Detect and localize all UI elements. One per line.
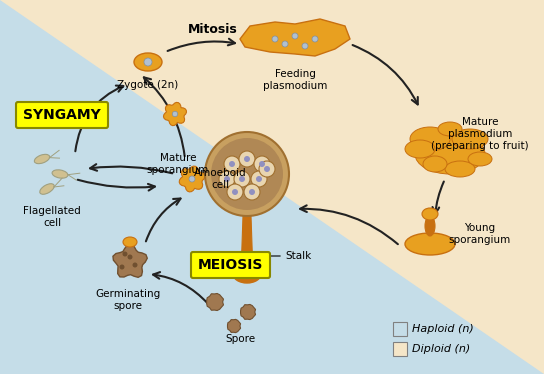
- Circle shape: [264, 166, 270, 172]
- Circle shape: [254, 156, 270, 172]
- Ellipse shape: [34, 154, 50, 164]
- Circle shape: [127, 254, 133, 260]
- FancyArrowPatch shape: [300, 205, 398, 244]
- Circle shape: [219, 171, 235, 187]
- Circle shape: [259, 161, 275, 177]
- Ellipse shape: [445, 161, 475, 177]
- Circle shape: [227, 184, 243, 200]
- FancyArrowPatch shape: [353, 45, 418, 104]
- Ellipse shape: [233, 265, 261, 283]
- Text: Mitosis: Mitosis: [188, 22, 238, 36]
- Polygon shape: [241, 216, 253, 274]
- FancyArrowPatch shape: [90, 164, 172, 173]
- Text: Spore: Spore: [225, 334, 255, 344]
- FancyArrowPatch shape: [153, 272, 208, 304]
- Circle shape: [251, 171, 267, 187]
- Circle shape: [272, 36, 278, 42]
- Ellipse shape: [123, 237, 137, 247]
- Polygon shape: [207, 294, 224, 310]
- Polygon shape: [240, 19, 350, 56]
- Circle shape: [312, 36, 318, 42]
- Circle shape: [302, 43, 308, 49]
- Circle shape: [249, 189, 255, 195]
- Polygon shape: [164, 102, 187, 126]
- Circle shape: [292, 33, 298, 39]
- Ellipse shape: [415, 134, 485, 174]
- Circle shape: [256, 176, 262, 182]
- Circle shape: [282, 41, 288, 47]
- Ellipse shape: [134, 53, 162, 71]
- Ellipse shape: [405, 233, 455, 255]
- FancyArrowPatch shape: [146, 199, 181, 241]
- Ellipse shape: [425, 216, 435, 236]
- Polygon shape: [240, 304, 256, 319]
- Circle shape: [120, 264, 125, 270]
- Circle shape: [122, 251, 127, 257]
- Text: Young
sporangium: Young sporangium: [449, 223, 511, 245]
- Circle shape: [224, 176, 230, 182]
- FancyBboxPatch shape: [191, 252, 270, 278]
- Ellipse shape: [405, 140, 435, 158]
- FancyArrowPatch shape: [168, 39, 235, 51]
- Circle shape: [259, 161, 265, 167]
- Circle shape: [239, 176, 245, 182]
- FancyArrowPatch shape: [144, 77, 184, 156]
- Circle shape: [211, 138, 283, 210]
- FancyBboxPatch shape: [393, 322, 407, 336]
- Text: Feeding
plasmodium: Feeding plasmodium: [263, 69, 327, 91]
- Ellipse shape: [422, 208, 438, 220]
- Circle shape: [244, 156, 250, 162]
- Text: MEIOSIS: MEIOSIS: [197, 258, 263, 272]
- FancyBboxPatch shape: [16, 102, 108, 128]
- Ellipse shape: [410, 127, 450, 151]
- Text: Germinating
spore: Germinating spore: [95, 289, 160, 310]
- Polygon shape: [227, 319, 240, 332]
- Text: Mature
plasmodium
(preparing to fruit): Mature plasmodium (preparing to fruit): [431, 117, 529, 151]
- Text: Flagellated
cell: Flagellated cell: [23, 206, 81, 228]
- Text: SYNGAMY: SYNGAMY: [23, 108, 101, 122]
- FancyBboxPatch shape: [393, 342, 407, 356]
- FancyArrowPatch shape: [75, 86, 123, 151]
- Circle shape: [205, 132, 289, 216]
- Ellipse shape: [52, 170, 68, 178]
- Text: Stalk: Stalk: [285, 251, 311, 261]
- Ellipse shape: [452, 129, 488, 149]
- Circle shape: [244, 184, 260, 200]
- Circle shape: [232, 189, 238, 195]
- FancyArrowPatch shape: [246, 222, 254, 279]
- Circle shape: [234, 171, 250, 187]
- Text: Diploid (n): Diploid (n): [412, 344, 470, 354]
- Circle shape: [239, 151, 255, 167]
- Ellipse shape: [438, 122, 462, 136]
- Text: Amoeboid
cell: Amoeboid cell: [194, 168, 246, 190]
- Polygon shape: [113, 244, 147, 278]
- Circle shape: [189, 176, 195, 182]
- Text: Mature
sporangium: Mature sporangium: [147, 153, 209, 175]
- Circle shape: [133, 263, 138, 267]
- Ellipse shape: [468, 152, 492, 166]
- Polygon shape: [179, 166, 205, 192]
- Circle shape: [172, 111, 178, 117]
- FancyArrowPatch shape: [432, 181, 444, 214]
- FancyArrowPatch shape: [78, 180, 155, 190]
- Circle shape: [229, 161, 235, 167]
- Text: Haploid (n): Haploid (n): [412, 324, 474, 334]
- Circle shape: [144, 58, 152, 66]
- Circle shape: [224, 156, 240, 172]
- Ellipse shape: [40, 184, 54, 194]
- Ellipse shape: [423, 156, 447, 172]
- Text: Zygote (2n): Zygote (2n): [118, 80, 178, 90]
